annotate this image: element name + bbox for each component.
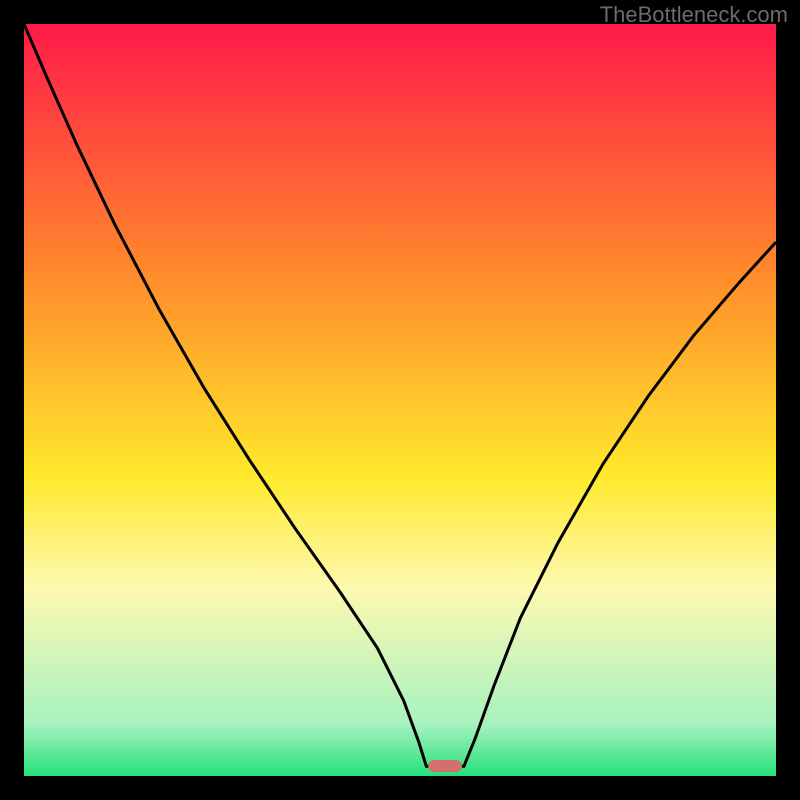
- watermark-text: TheBottleneck.com: [600, 2, 788, 28]
- bottleneck-curve: [24, 24, 776, 776]
- plot-area: [24, 24, 776, 776]
- curve-path: [24, 24, 776, 766]
- chart-container: TheBottleneck.com: [0, 0, 800, 800]
- optimum-marker: [428, 760, 462, 772]
